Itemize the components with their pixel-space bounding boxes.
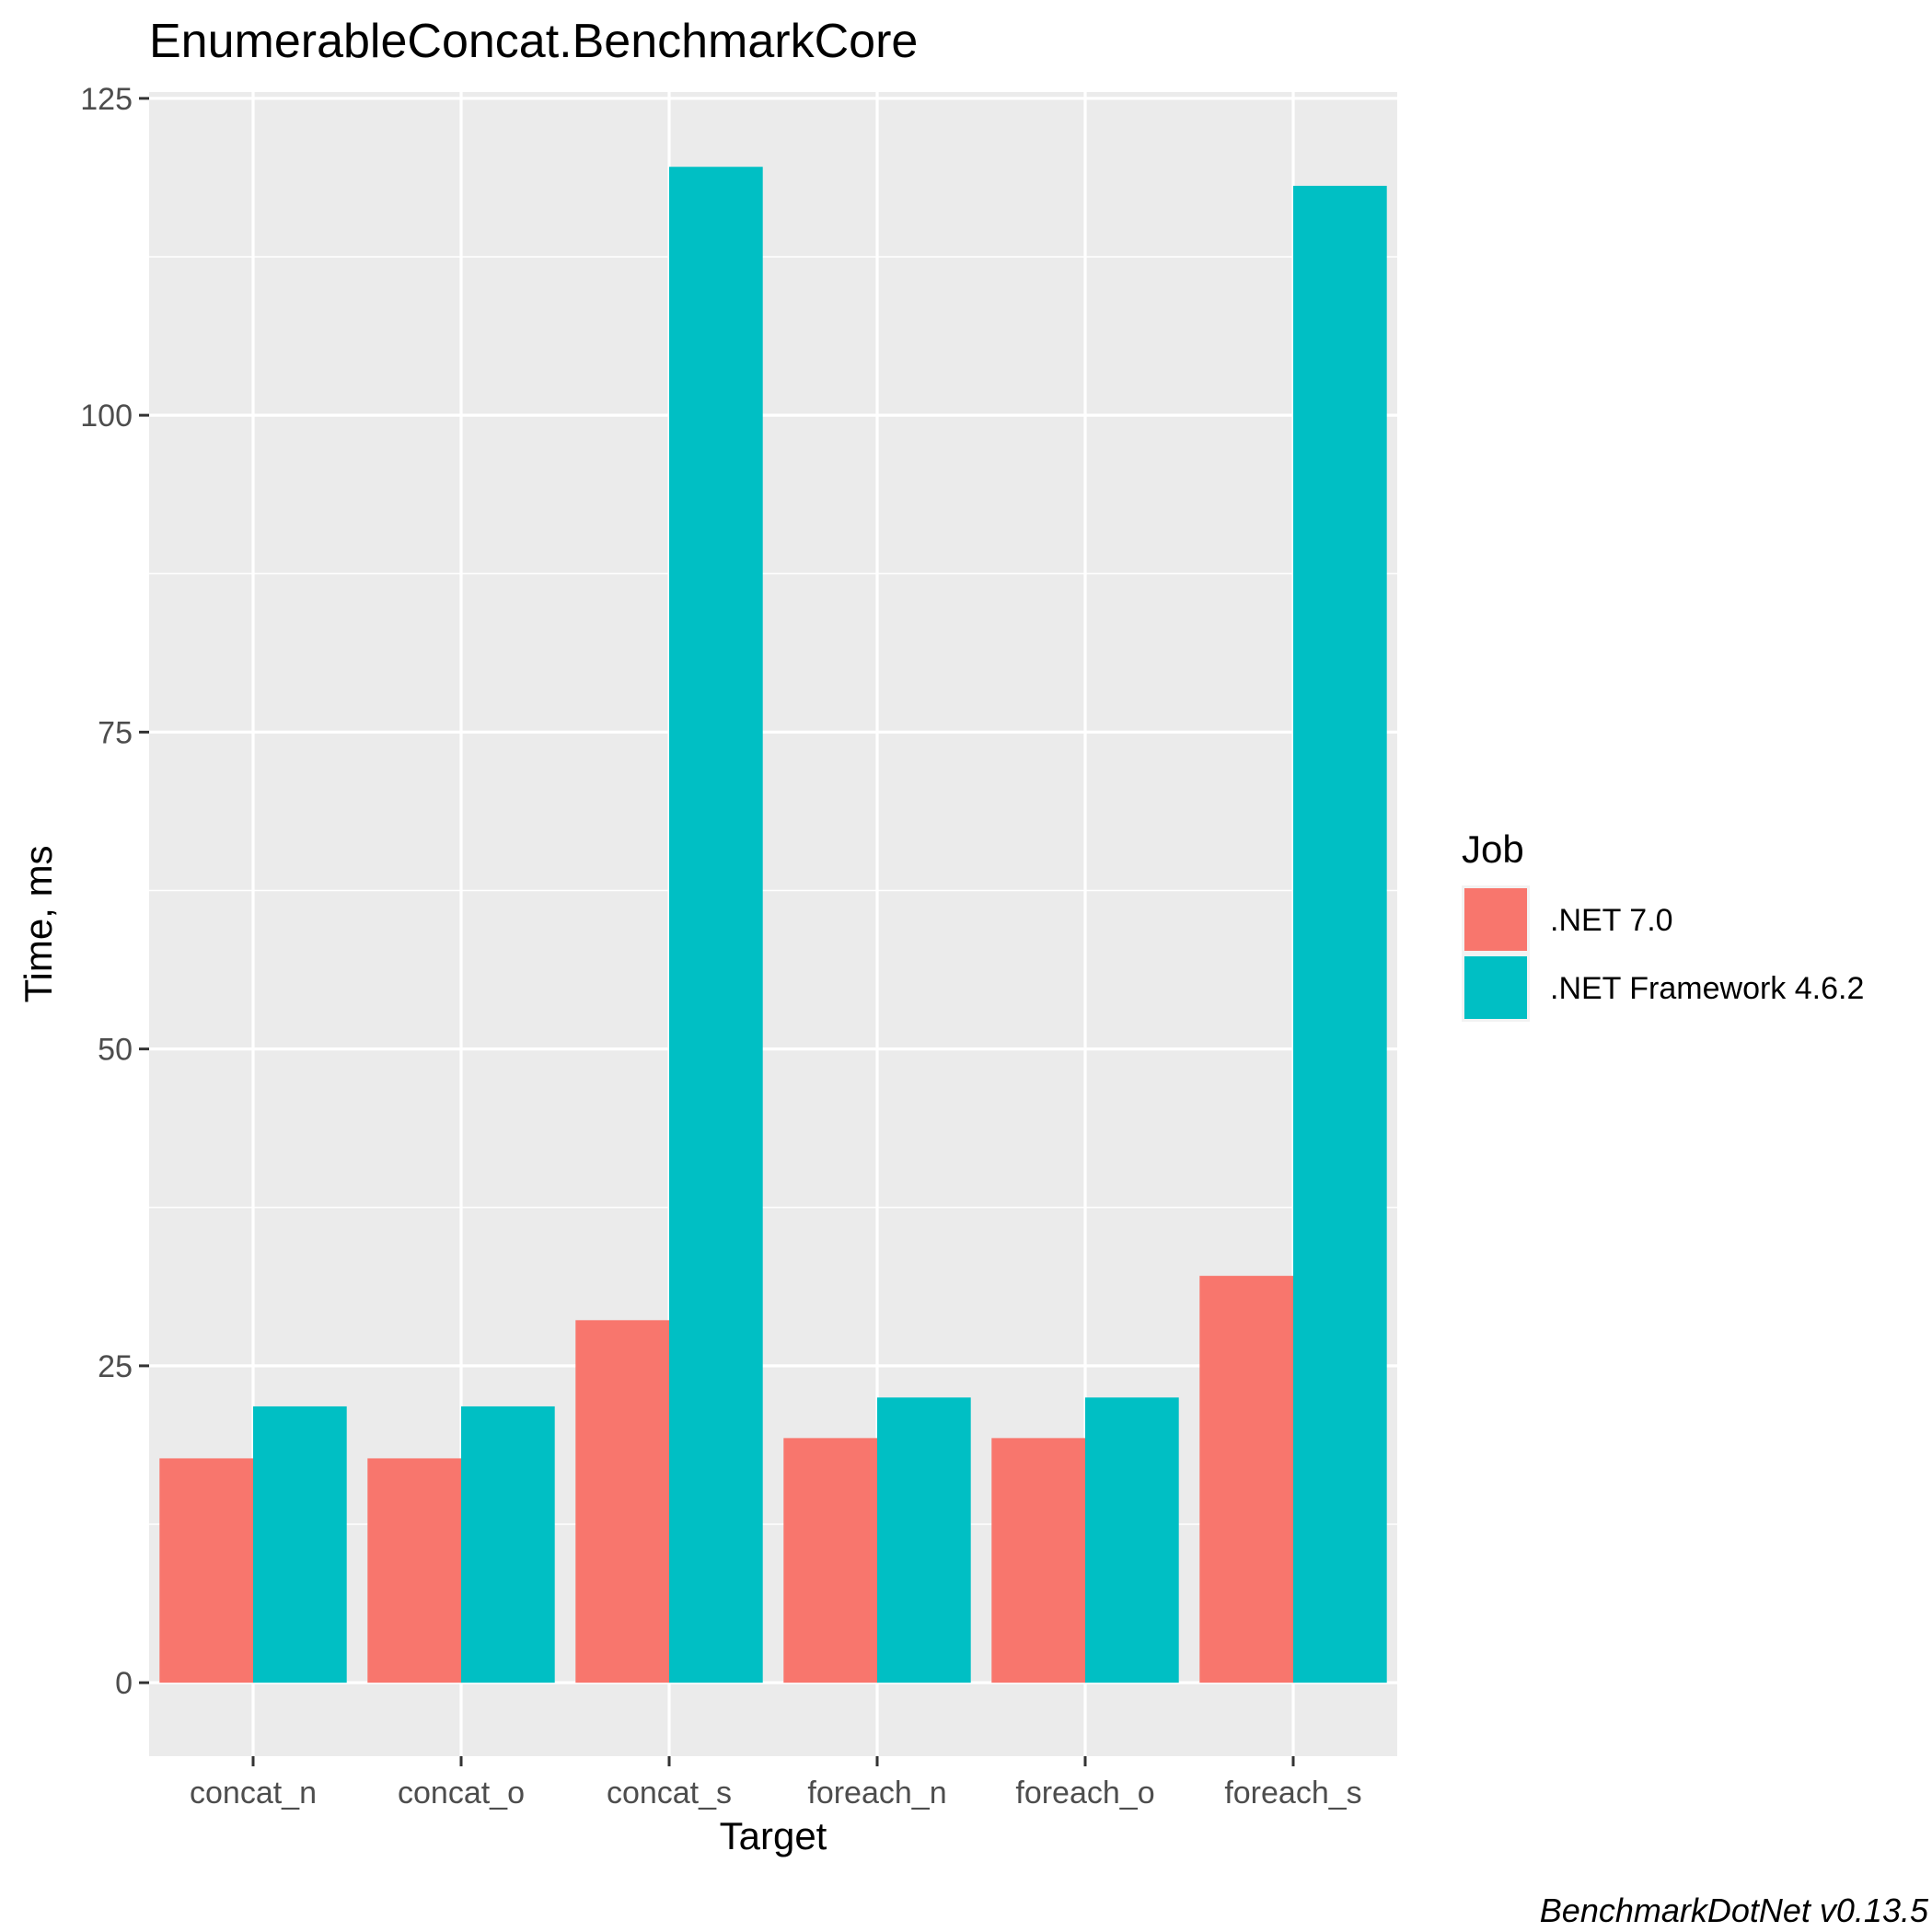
x-tick-label: foreach_o <box>1015 1776 1154 1811</box>
bar-foreach_o-net7 <box>991 1438 1085 1683</box>
bar-concat_s-netfx462 <box>669 167 763 1683</box>
x-axis: concat_n concat_o concat_s foreach_n foreach… <box>190 1756 1362 1811</box>
bar-concat_o-net7 <box>367 1458 461 1683</box>
y-tick-label: 25 <box>98 1349 133 1384</box>
bar-foreach_n-net7 <box>783 1438 877 1683</box>
legend-label-net7: .NET 7.0 <box>1550 903 1673 938</box>
legend: Job .NET 7.0 .NET Framework 4.6.2 <box>1462 827 1864 1022</box>
y-tick-label: 50 <box>98 1033 133 1068</box>
x-tick-label: foreach_s <box>1224 1776 1361 1811</box>
chart-title: EnumerableConcat.BenchmarkCore <box>149 15 918 68</box>
bar-foreach_s-net7 <box>1199 1276 1293 1683</box>
bar-foreach_n-netfx462 <box>877 1397 971 1683</box>
x-tick-label: concat_o <box>398 1776 525 1811</box>
bars <box>159 167 1387 1683</box>
legend-title: Job <box>1462 827 1524 871</box>
x-tick-label: concat_n <box>190 1776 317 1811</box>
bar-foreach_s-netfx462 <box>1293 185 1387 1683</box>
legend-swatch-net7 <box>1464 888 1527 951</box>
bar-concat_n-netfx462 <box>253 1406 347 1683</box>
legend-label-netfx462: .NET Framework 4.6.2 <box>1550 971 1864 1006</box>
y-tick-label: 125 <box>80 82 133 117</box>
bar-concat_n-net7 <box>159 1458 253 1683</box>
y-axis: 0 25 50 75 100 125 <box>80 82 149 1701</box>
y-axis-title: Time, ms <box>17 845 60 1002</box>
y-tick-label: 100 <box>80 399 133 434</box>
bar-concat_o-netfx462 <box>461 1406 555 1683</box>
bar-foreach_o-netfx462 <box>1085 1397 1179 1683</box>
y-tick-label: 75 <box>98 715 133 750</box>
x-axis-title: Target <box>720 1814 827 1857</box>
plot-panel <box>149 92 1397 1756</box>
bar-concat_s-net7 <box>575 1320 669 1683</box>
legend-swatch-netfx462 <box>1464 956 1527 1019</box>
caption: BenchmarkDotNet v0.13.5 <box>1540 1892 1929 1929</box>
x-tick-label: foreach_n <box>807 1776 946 1811</box>
x-tick-label: concat_s <box>607 1776 732 1811</box>
y-tick-label: 0 <box>115 1666 133 1701</box>
minor-gridlines <box>149 256 1397 1525</box>
